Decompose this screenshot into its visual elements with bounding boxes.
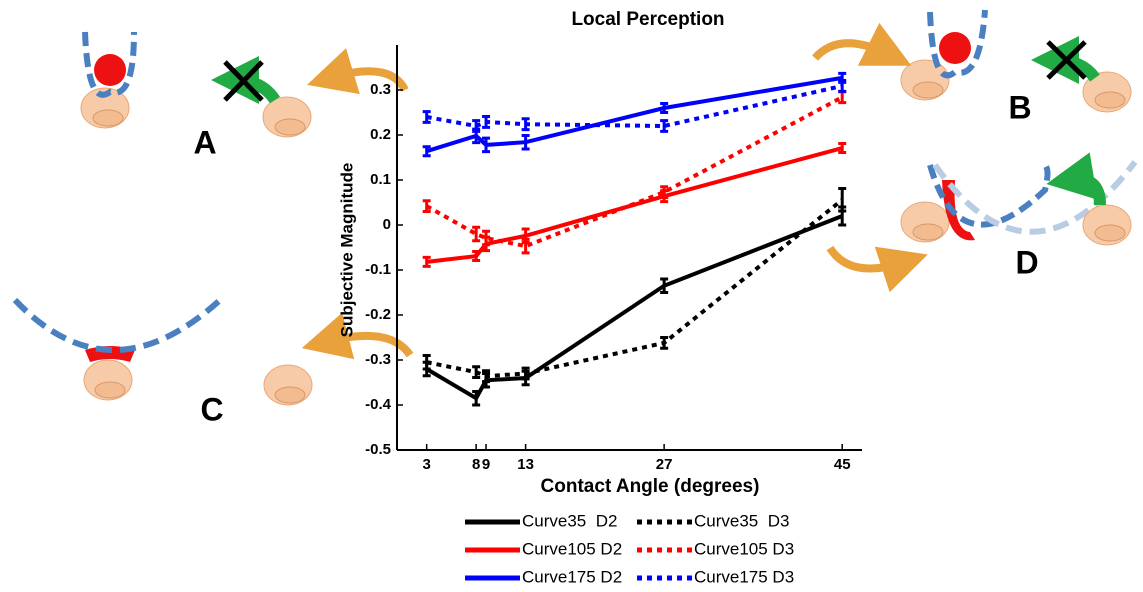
y-tick-label: -0.5 xyxy=(365,441,391,458)
figure: A B C D Local Perception Contact Angle (… xyxy=(0,0,1143,592)
y-axis-label: Subjective Magnitude xyxy=(337,163,356,338)
series-line xyxy=(427,86,843,126)
y-tick-label: -0.4 xyxy=(365,396,392,413)
legend-label: Curve175 D2 xyxy=(522,567,622,586)
y-tick-label: -0.2 xyxy=(365,306,391,323)
x-axis-label: Contact Angle (degrees) xyxy=(541,476,760,497)
series-line xyxy=(427,78,843,151)
error-bar xyxy=(838,92,846,103)
y-tick-label: -0.1 xyxy=(365,261,391,278)
y-tick-label: 0.2 xyxy=(370,126,391,143)
chart-title: Local Perception xyxy=(571,9,724,30)
legend-label: Curve35 D3 xyxy=(694,511,789,530)
y-tick-label: 0.1 xyxy=(370,171,391,188)
series-line xyxy=(427,97,843,246)
panel-label: D xyxy=(1015,244,1038,280)
x-tick-label: 8 xyxy=(472,456,480,473)
series-line xyxy=(427,200,843,376)
x-tick-label: 27 xyxy=(656,456,673,473)
y-tick-label: -0.3 xyxy=(365,351,391,368)
x-tick-label: 13 xyxy=(517,456,534,473)
legend-label: Curve105 D3 xyxy=(694,539,794,558)
page: {"chart_data": {"type": "line", "title":… xyxy=(0,0,1143,592)
legend-label: Curve105 D2 xyxy=(522,539,622,558)
x-tick-label: 9 xyxy=(482,456,490,473)
legend-label: Curve175 D3 xyxy=(694,567,794,586)
legend-label: Curve35 D2 xyxy=(522,511,617,530)
y-tick-label: 0.3 xyxy=(370,81,391,98)
x-tick-label: 45 xyxy=(834,456,851,473)
panel-label: C xyxy=(200,391,223,427)
y-tick-label: 0 xyxy=(383,216,391,233)
x-tick-label: 3 xyxy=(423,456,431,473)
panel-label: B xyxy=(1008,89,1031,125)
panel-label: A xyxy=(193,124,216,160)
